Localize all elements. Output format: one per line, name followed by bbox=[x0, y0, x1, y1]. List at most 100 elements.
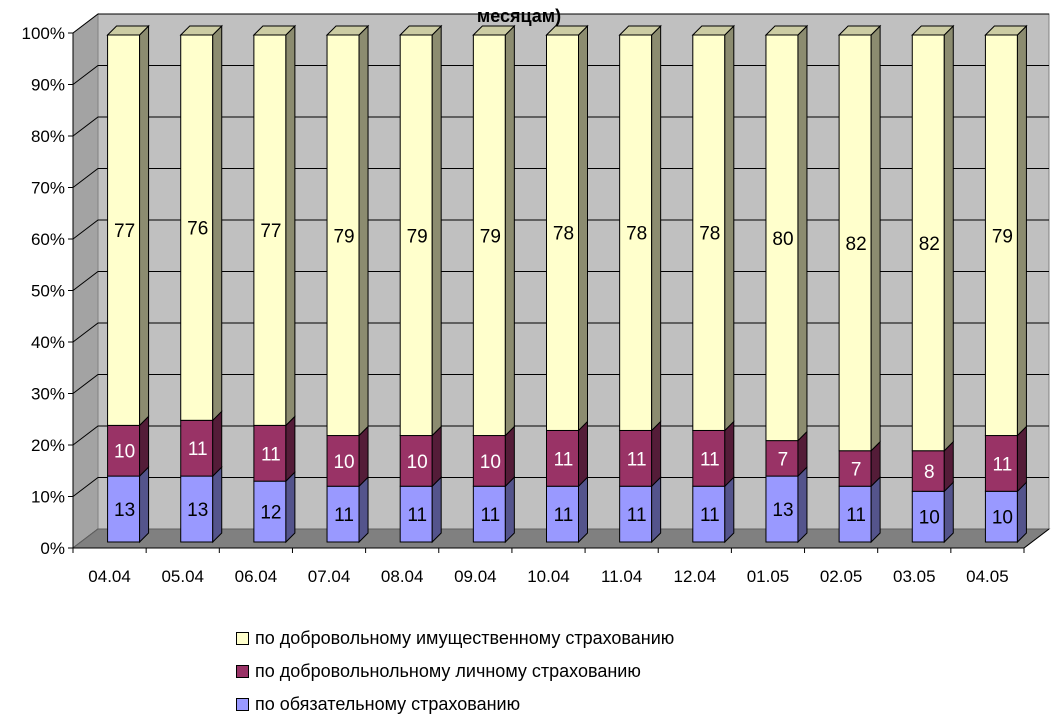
data-label: 10 bbox=[992, 508, 1013, 529]
bar-segment-side bbox=[358, 24, 369, 437]
data-label: 77 bbox=[260, 221, 281, 242]
bar-top bbox=[325, 25, 370, 36]
bar-segment-side bbox=[285, 24, 296, 427]
bar-segment-side bbox=[358, 425, 369, 488]
data-label: 78 bbox=[553, 224, 574, 245]
bar-segment-side bbox=[870, 24, 881, 452]
bar-top bbox=[545, 25, 589, 36]
legend-label-personal: по добровольнольному личному страхованию bbox=[255, 661, 641, 681]
bar-segment-side bbox=[285, 470, 296, 544]
bar-segment-side bbox=[285, 415, 296, 483]
data-label: 13 bbox=[772, 500, 793, 521]
legend-swatch-personal bbox=[236, 665, 249, 678]
x-tick-label: 06.04 bbox=[235, 567, 278, 586]
bar-segment-side bbox=[724, 476, 735, 544]
bar-segment bbox=[472, 435, 506, 487]
bar-segment-side bbox=[139, 465, 150, 544]
bar-segment bbox=[180, 34, 214, 421]
bar-segment bbox=[546, 485, 579, 543]
bar-segment-side bbox=[724, 420, 735, 488]
bar-segment-side bbox=[870, 476, 881, 544]
data-label: 10 bbox=[114, 442, 135, 463]
data-label: 10 bbox=[333, 452, 354, 473]
bar-segment-side bbox=[651, 476, 662, 544]
data-label: 11 bbox=[700, 449, 720, 470]
data-label: 79 bbox=[480, 226, 501, 247]
data-label: 82 bbox=[919, 234, 940, 255]
bar-top bbox=[691, 25, 736, 36]
tick-labels: 0% 10% 20% 30% 40% 50% 60% 70% 80% 90% 100% 04.04 05… bbox=[22, 24, 1009, 586]
data-label: 11 bbox=[554, 505, 574, 526]
bar-segment bbox=[326, 435, 360, 487]
bar-segment bbox=[692, 485, 726, 543]
bar-top bbox=[252, 25, 297, 36]
bar-top bbox=[911, 25, 955, 36]
bar-segment bbox=[180, 419, 214, 477]
bar-segment-side bbox=[1016, 481, 1027, 544]
gridline bbox=[72, 13, 1049, 34]
data-label: 11 bbox=[407, 505, 427, 526]
bar-segment bbox=[619, 485, 653, 543]
y-tick-label: 70% bbox=[31, 179, 65, 198]
bar-segment-side bbox=[212, 465, 223, 544]
legend-swatch-property bbox=[236, 632, 249, 645]
x-tick-label: 01.05 bbox=[747, 567, 790, 586]
data-label: 77 bbox=[114, 221, 135, 242]
data-label: 11 bbox=[627, 449, 647, 470]
x-tick-label: 07.04 bbox=[308, 567, 351, 586]
legend: по добровольному имущественному страхова… bbox=[236, 622, 674, 721]
bar-segment bbox=[765, 475, 799, 543]
data-label: 10 bbox=[407, 452, 428, 473]
bar-segment-side bbox=[578, 420, 588, 488]
data-label: 10 bbox=[919, 508, 940, 529]
x-tick-label: 04.05 bbox=[966, 567, 1009, 586]
bar-segment-side bbox=[139, 415, 150, 478]
data-label: 79 bbox=[333, 226, 354, 247]
bar-top bbox=[618, 25, 662, 36]
bar-segment bbox=[399, 34, 433, 437]
bar-segment-side bbox=[358, 476, 369, 544]
bar-segment bbox=[326, 485, 360, 543]
data-label: 11 bbox=[627, 505, 647, 526]
x-tick-label: 03.05 bbox=[893, 567, 936, 586]
x-tick-label: 10.04 bbox=[527, 567, 570, 586]
bar-segment-side bbox=[1016, 24, 1027, 437]
y-tick-label: 0% bbox=[40, 539, 65, 558]
data-label: 80 bbox=[772, 229, 793, 250]
bar-segment bbox=[472, 34, 506, 437]
legend-label-mandatory: по обязательному страхованию bbox=[255, 694, 521, 714]
x-tick-label: 05.04 bbox=[161, 567, 204, 586]
data-label: 11 bbox=[334, 505, 354, 526]
x-tick-label: 02.05 bbox=[820, 567, 863, 586]
bar-segment bbox=[546, 34, 579, 431]
data-label: 13 bbox=[114, 500, 135, 521]
data-label: 78 bbox=[626, 224, 647, 245]
data-labels: 1310771311761211771110791110791110791111… bbox=[114, 219, 1013, 529]
y-tick-label: 100% bbox=[22, 24, 65, 43]
y-tick-label: 20% bbox=[31, 436, 65, 455]
y-tick-label: 40% bbox=[31, 333, 65, 352]
legend-label-property: по добровольному имущественному страхова… bbox=[255, 628, 675, 648]
data-label: 11 bbox=[261, 444, 281, 465]
data-label: 82 bbox=[846, 234, 867, 255]
y-tick-label: 90% bbox=[31, 76, 65, 95]
bar-segment bbox=[984, 490, 1018, 543]
bar-segment-side bbox=[431, 24, 442, 437]
bar-top bbox=[984, 25, 1028, 36]
y-tick-label: 60% bbox=[31, 230, 65, 249]
data-label: 11 bbox=[480, 505, 500, 526]
data-label: 8 bbox=[924, 462, 935, 483]
bar-segment-side bbox=[212, 410, 223, 478]
data-label: 79 bbox=[992, 226, 1013, 247]
legend-item-personal: по добровольнольному личному страхованию bbox=[236, 655, 674, 688]
x-axis-end bbox=[1023, 528, 1050, 549]
data-label: 13 bbox=[187, 500, 208, 521]
bar-segment-side bbox=[651, 24, 662, 432]
x-tick-label: 12.04 bbox=[674, 567, 717, 586]
bar-segment-side bbox=[578, 476, 588, 544]
bar-segment-side bbox=[797, 465, 808, 544]
bar-segment-side bbox=[651, 420, 662, 488]
data-label: 76 bbox=[187, 219, 208, 240]
bar-top bbox=[106, 25, 150, 36]
bar-segment-side bbox=[139, 24, 150, 427]
